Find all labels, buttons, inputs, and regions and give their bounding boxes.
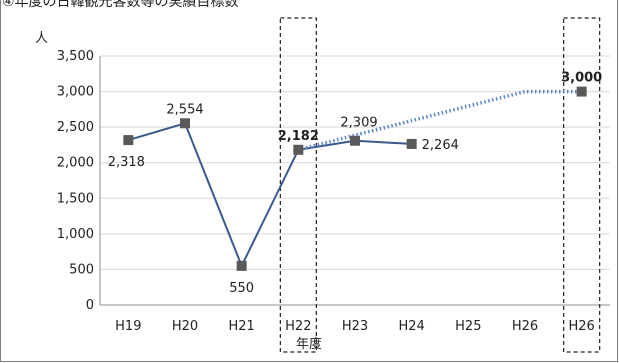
highlight-boxes <box>280 18 599 352</box>
highlight-box <box>564 18 600 352</box>
grid-lines <box>100 56 610 269</box>
data-label: 2,309 <box>340 116 377 131</box>
actual-series-line <box>128 123 411 266</box>
x-tick-label: H23 <box>342 319 368 334</box>
x-tick-label: H19 <box>115 319 141 334</box>
data-labels: 2,318 2,554 550 2,182 2,309 2,264 3,000 <box>108 71 603 296</box>
x-tick-label: H21 <box>229 319 255 334</box>
data-marker <box>293 145 303 155</box>
x-tick-label: H26 <box>512 319 538 334</box>
x-tick-label: H20 <box>172 319 198 334</box>
data-label: 2,554 <box>166 102 203 117</box>
x-tick-labels: H19 H20 H21 H22 H23 H24 H25 H26 H26 <box>115 319 595 334</box>
data-label: 3,000 <box>561 71 602 86</box>
data-marker <box>180 118 190 128</box>
x-axis-title: 年度 <box>296 336 322 352</box>
data-marker <box>350 136 360 146</box>
x-tick-label: H25 <box>455 319 481 334</box>
y-tick-label: 500 <box>69 262 94 277</box>
y-tick-labels: 0 500 1,000 1,500 2,000 2,500 3,000 3,500 <box>57 49 94 313</box>
y-axis-unit-label: 人 <box>35 31 48 46</box>
data-marker <box>407 139 417 149</box>
data-marker <box>123 135 133 145</box>
axes <box>100 56 610 305</box>
x-tick-label: H24 <box>399 319 425 334</box>
y-tick-label: 2,500 <box>57 120 94 135</box>
data-marker <box>237 261 247 271</box>
data-label: 2,182 <box>278 129 319 144</box>
data-label: 2,318 <box>108 155 145 170</box>
y-tick-label: 3,000 <box>57 85 94 100</box>
y-tick-label: 2,000 <box>57 156 94 171</box>
y-tick-label: 1,000 <box>57 227 94 242</box>
x-tick-label: H22 <box>285 319 311 334</box>
data-label: 2,264 <box>422 138 459 153</box>
highlight-box <box>280 18 316 352</box>
y-tick-label: 3,500 <box>57 49 94 64</box>
x-tick-label: H26 <box>569 319 595 334</box>
y-tick-label: 0 <box>86 298 94 313</box>
data-label: 550 <box>229 281 254 296</box>
data-marker <box>577 87 587 97</box>
y-tick-label: 1,500 <box>57 191 94 206</box>
